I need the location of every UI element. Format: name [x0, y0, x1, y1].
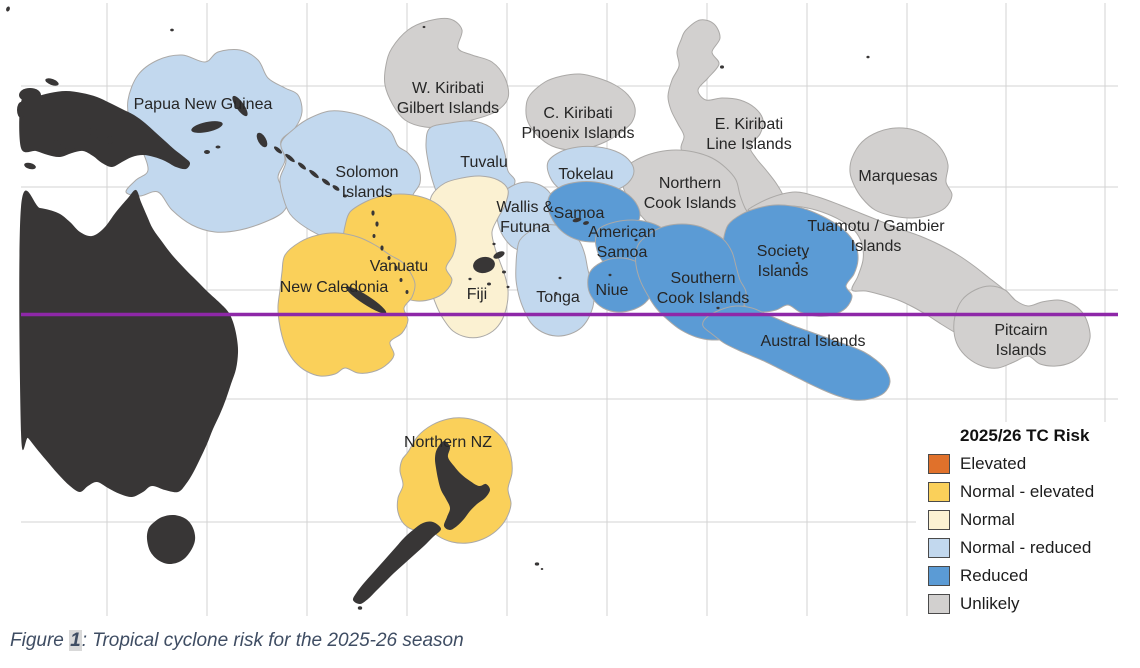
legend-item-unlikely: Unlikely — [928, 593, 1134, 615]
label-pitcairn: Pitcairn Islands — [994, 322, 1047, 359]
legend-swatch-unlikely — [928, 594, 950, 614]
region-w-kiribati — [383, 17, 510, 128]
label-northern-nz: Northern NZ — [404, 434, 492, 451]
legend-swatch-reduced — [928, 566, 950, 586]
region-papua-new-guinea — [125, 48, 303, 233]
label-wallis-futuna: Wallis & Futuna — [496, 199, 554, 236]
label-c-kiribati: C. Kiribati Phoenix Islands — [522, 105, 635, 142]
legend-items: Elevated Normal - elevated Normal Normal - … — [928, 453, 1134, 615]
legend-item-normal: Normal — [928, 509, 1134, 531]
label-fiji: Fiji — [467, 286, 487, 303]
landmass-new-guinea — [19, 91, 191, 170]
label-tuvalu: Tuvalu — [460, 154, 507, 171]
label-southern-cook: Southern Cook Islands — [657, 270, 750, 307]
legend-swatch-elevated — [928, 454, 950, 474]
region-labels: E. Kiribati Line Islands W. Kiribati Gilber… — [134, 80, 1048, 451]
label-tuamotu: Tuamotu / Gambier Islands — [807, 218, 945, 255]
label-american-samoa: American Samoa — [588, 224, 656, 261]
legend-item-label: Normal - reduced — [960, 538, 1092, 557]
label-tokelau: Tokelau — [558, 166, 613, 183]
legend-swatch-normal-elevated — [928, 482, 950, 502]
caption-text: : Tropical cyclone risk for the 2025-26 … — [81, 630, 464, 651]
region-austral — [702, 305, 891, 401]
label-society: Society Islands — [757, 243, 809, 280]
map-legend: 2025/26 TC Risk Elevated Normal - elevate… — [916, 422, 1134, 620]
landmass-tasmania — [146, 514, 196, 565]
legend-item-reduced: Reduced — [928, 565, 1134, 587]
legend-swatch-normal-reduced — [928, 538, 950, 558]
label-northern-cook: Northern Cook Islands — [644, 175, 737, 212]
region-c-kiribati — [525, 73, 636, 151]
legend-swatch-normal — [928, 510, 950, 530]
legend-item-elevated: Elevated — [928, 453, 1134, 475]
tc-risk-map: E. Kiribati Line Islands W. Kiribati Gilber… — [6, 3, 1134, 620]
label-austral: Austral Islands — [761, 333, 866, 350]
landmasses — [19, 91, 491, 605]
legend-item-normal-reduced: Normal - reduced — [928, 537, 1134, 559]
label-niue: Niue — [596, 282, 629, 299]
legend-title: 2025/26 TC Risk — [960, 426, 1090, 445]
label-papua-new-guinea: Papua New Guinea — [134, 96, 273, 113]
legend-item-label: Elevated — [960, 454, 1027, 473]
legend-item-label: Normal — [960, 510, 1015, 529]
label-samoa: Samoa — [554, 205, 605, 222]
label-vanuatu: Vanuatu — [370, 258, 428, 275]
caption-figure-word: Figure — [10, 630, 70, 651]
legend-item-label: Reduced — [960, 566, 1029, 585]
region-pitcairn — [953, 285, 1091, 369]
label-w-kiribati: W. Kiribati Gilbert Islands — [397, 80, 499, 117]
label-tonga: Tonga — [536, 289, 580, 306]
label-solomon-islands: Solomon Islands — [335, 164, 398, 201]
map-svg: E. Kiribati Line Islands W. Kiribati Gilber… — [6, 3, 1118, 616]
legend-item-label: Normal - elevated — [960, 482, 1095, 501]
label-marquesas: Marquesas — [858, 168, 937, 185]
region-marquesas — [849, 127, 953, 219]
region-new-caledonia — [277, 232, 416, 377]
risk-regions — [125, 17, 1091, 544]
landmass-australia — [19, 189, 239, 498]
label-e-kiribati: E. Kiribati Line Islands — [706, 116, 791, 153]
legend-item-normal-elevated: Normal - elevated — [928, 481, 1134, 503]
small-islands — [6, 6, 870, 610]
legend-item-label: Unlikely — [960, 594, 1020, 613]
landmass-nz-south-island — [352, 521, 441, 605]
caption-figure-number: 1 — [69, 630, 82, 651]
figure-caption: Figure 1: Tropical cyclone risk for the … — [10, 630, 464, 652]
label-new-caledonia: New Caledonia — [280, 279, 389, 296]
landmass-nz-north-island — [434, 440, 491, 530]
